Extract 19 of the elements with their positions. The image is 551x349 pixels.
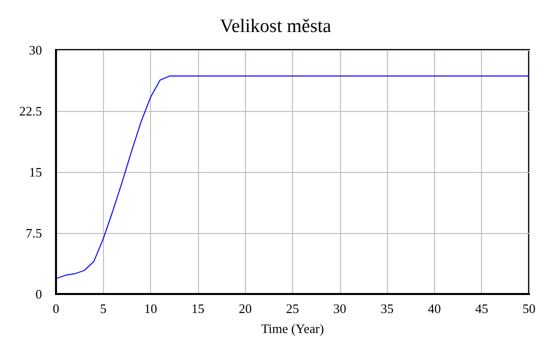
x-tick-label: 50 <box>522 301 536 316</box>
chart-title: Velikost města <box>220 16 332 37</box>
y-tick-label: 30 <box>29 42 42 58</box>
x-tick-label: 15 <box>191 301 204 316</box>
y-tick-label: 15 <box>29 164 42 180</box>
x-tick-label: 5 <box>100 301 107 316</box>
x-tick-label: 20 <box>238 301 252 316</box>
x-tick-label: 0 <box>52 301 60 316</box>
x-tick-label: 25 <box>286 301 299 316</box>
y-tick-label: 0 <box>36 286 42 302</box>
x-tick-label: 30 <box>333 301 346 316</box>
x-axis-title: Time (Year) <box>261 321 324 336</box>
y-tick-label: 22.5 <box>19 104 42 118</box>
y-tick-label: 7.5 <box>26 226 42 240</box>
x-tick-label: 35 <box>380 301 394 316</box>
x-tick-label: 10 <box>144 301 158 316</box>
x-tick-label: 40 <box>428 301 441 316</box>
line-series <box>56 76 530 280</box>
x-tick-label: 45 <box>475 301 488 316</box>
